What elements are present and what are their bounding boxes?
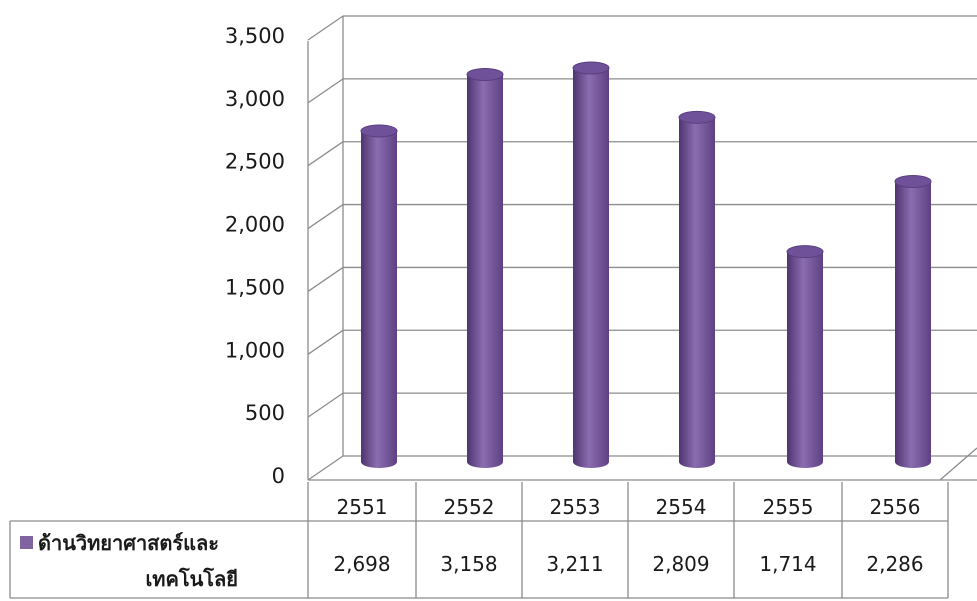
legend-swatch bbox=[20, 536, 33, 549]
bar bbox=[786, 245, 824, 468]
bar-top bbox=[786, 245, 824, 259]
chart-gridlines bbox=[307, 15, 977, 481]
data-label: 3,211 bbox=[546, 552, 603, 576]
bar bbox=[678, 110, 716, 468]
bar-top bbox=[360, 124, 398, 138]
bar bbox=[572, 61, 610, 468]
bar bbox=[894, 175, 932, 468]
gridline-side bbox=[307, 266, 344, 292]
x-tick-label: 2554 bbox=[656, 495, 707, 519]
bar-body bbox=[573, 68, 609, 468]
gridline-side bbox=[307, 392, 344, 418]
y-tick-label: 0 bbox=[272, 464, 285, 488]
data-label: 3,158 bbox=[440, 552, 497, 576]
legend-label-line1: ด้านวิทยาศาสตร์และ bbox=[38, 531, 219, 555]
gridline-side bbox=[307, 204, 344, 230]
y-tick-label: 500 bbox=[245, 401, 285, 425]
gridline-side bbox=[307, 78, 344, 104]
bar-body bbox=[787, 251, 823, 468]
y-tick-label: 2,000 bbox=[225, 213, 285, 237]
bar bbox=[360, 124, 398, 468]
y-tick-label: 3,000 bbox=[225, 87, 285, 111]
bar-top bbox=[894, 175, 932, 189]
floor-right-edge bbox=[939, 447, 977, 481]
gridline-side bbox=[307, 15, 344, 41]
x-tick-label: 2553 bbox=[550, 495, 601, 519]
data-label: 2,809 bbox=[652, 552, 709, 576]
bar-body bbox=[467, 74, 503, 469]
bar-top bbox=[678, 110, 716, 124]
x-tick-label: 2551 bbox=[337, 495, 388, 519]
x-tick-label: 2555 bbox=[763, 495, 814, 519]
legend-label-line2: เทคโนโลยี bbox=[145, 567, 238, 591]
data-label: 2,286 bbox=[866, 552, 923, 576]
data-table: 2551 2552 2553 2554 2555 2556 2,698 3,158 3,211 2… bbox=[9, 482, 949, 599]
data-label: 2,698 bbox=[333, 552, 390, 576]
bar-top bbox=[466, 68, 504, 82]
gridline-side bbox=[307, 141, 344, 167]
chart-bars bbox=[360, 61, 932, 469]
data-label: 1,714 bbox=[759, 552, 816, 576]
bar-top bbox=[572, 61, 610, 75]
y-tick-label: 2,500 bbox=[225, 150, 285, 174]
y-tick-label: 1,500 bbox=[225, 275, 285, 299]
y-axis-ticks: 0 500 1,000 1,500 2,000 2,500 3,000 3,500 bbox=[225, 24, 285, 488]
bar-body bbox=[895, 181, 931, 468]
y-tick-label: 1,000 bbox=[225, 338, 285, 362]
gridline-side bbox=[307, 455, 344, 481]
bar-body bbox=[361, 130, 397, 468]
bar bbox=[466, 68, 504, 469]
x-tick-label: 2552 bbox=[444, 495, 495, 519]
y-tick-label: 3,500 bbox=[225, 24, 285, 48]
bar-body bbox=[679, 117, 715, 468]
x-tick-label: 2556 bbox=[870, 495, 921, 519]
gridline-side bbox=[307, 329, 344, 355]
